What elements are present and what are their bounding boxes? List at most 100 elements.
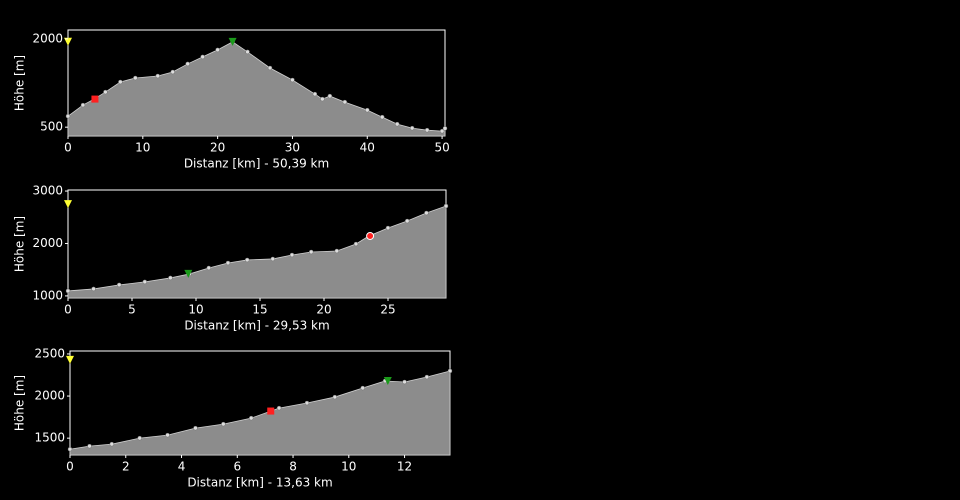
x-tick-label: 0 [64,303,72,317]
y-tick-label: 1000 [32,288,63,302]
vertex [221,421,226,427]
vertex [270,256,276,262]
vertex [304,400,310,406]
vertex [170,69,175,75]
vertex [193,425,198,431]
vertex [185,61,190,67]
vertex [308,249,314,255]
marker [66,355,74,364]
y-axis-label: Höhe [m] [13,375,27,431]
vertex [276,405,282,411]
vertex [442,126,448,131]
y-tick-label: 3000 [32,184,63,198]
y-tick-label: 2000 [32,236,63,250]
marker [64,200,72,209]
vertex [87,443,92,449]
vertex [360,385,365,391]
vertex [290,77,295,83]
x-tick-label: 0 [64,141,72,155]
x-tick-label: 10 [135,141,150,155]
x-axis-label: Distanz [km] - 13,63 km [187,476,332,490]
vertex [80,102,86,108]
vertex [342,99,348,105]
x-tick-label: 12 [397,460,412,474]
vertex [353,241,359,247]
x-tick-label: 25 [380,303,395,317]
y-tick-label: 2000 [32,31,63,45]
marker [267,407,275,415]
vertex [379,114,385,120]
vertex [327,93,333,99]
vertex [215,47,220,53]
vertex [447,368,453,374]
vertex [225,260,231,266]
x-axis-label: Distanz [km] - 29,53 km [184,319,329,333]
vertex [91,286,96,292]
y-tick-label: 2000 [34,389,65,403]
vertex [165,432,170,438]
vertex [409,125,415,131]
marker [91,95,99,103]
vertex [103,89,108,95]
x-tick-label: 10 [188,303,203,317]
x-tick-label: 40 [360,141,375,155]
vertex [394,121,400,127]
vertex [385,225,391,231]
vertex [443,203,449,209]
vertex [245,49,250,55]
x-tick-label: 20 [316,303,331,317]
vertex [404,218,410,224]
vertex [244,257,250,263]
vertex [168,275,173,281]
y-axis-label: Höhe [m] [13,55,27,111]
vertex [65,113,71,119]
vertex [312,91,318,97]
vertex [118,79,123,85]
x-tick-label: 15 [252,303,267,317]
vertex [267,65,273,71]
vertex [424,127,430,133]
vertex [142,279,148,285]
x-tick-label: 8 [289,460,297,474]
x-tick-label: 0 [66,460,74,474]
vertex [320,96,325,102]
vertex [206,265,212,271]
vertex [67,446,73,452]
vertex [155,73,161,79]
x-tick-label: 2 [122,460,130,474]
marker [184,269,193,278]
marker [64,37,72,46]
x-tick-label: 50 [434,141,449,155]
y-tick-label: 2500 [34,346,65,360]
y-tick-label: 500 [40,120,63,134]
vertex [248,415,254,421]
x-tick-label: 20 [210,141,225,155]
x-axis-label: Distanz [km] - 50,39 km [184,157,329,171]
x-tick-label: 4 [178,460,186,474]
vertex [334,248,340,254]
marker [383,376,392,385]
vertex [109,441,115,447]
vertex [332,394,338,400]
vertex [133,75,138,81]
elevation-area [67,205,447,299]
vertex [65,288,71,294]
vertex [365,107,370,113]
x-tick-label: 5 [128,303,136,317]
vertex [402,379,407,385]
x-tick-label: 10 [341,460,356,474]
y-tick-label: 1500 [34,431,65,445]
marker [228,37,237,46]
x-tick-label: 6 [233,460,241,474]
vertex [137,435,142,441]
vertex [289,252,295,258]
vertex [424,210,429,216]
vertex [439,128,445,134]
x-tick-label: 30 [285,141,300,155]
y-axis-label: Höhe [m] [13,216,27,272]
vertex [116,282,122,288]
vertex [424,374,430,380]
vertex [200,54,205,60]
marker [366,231,375,240]
